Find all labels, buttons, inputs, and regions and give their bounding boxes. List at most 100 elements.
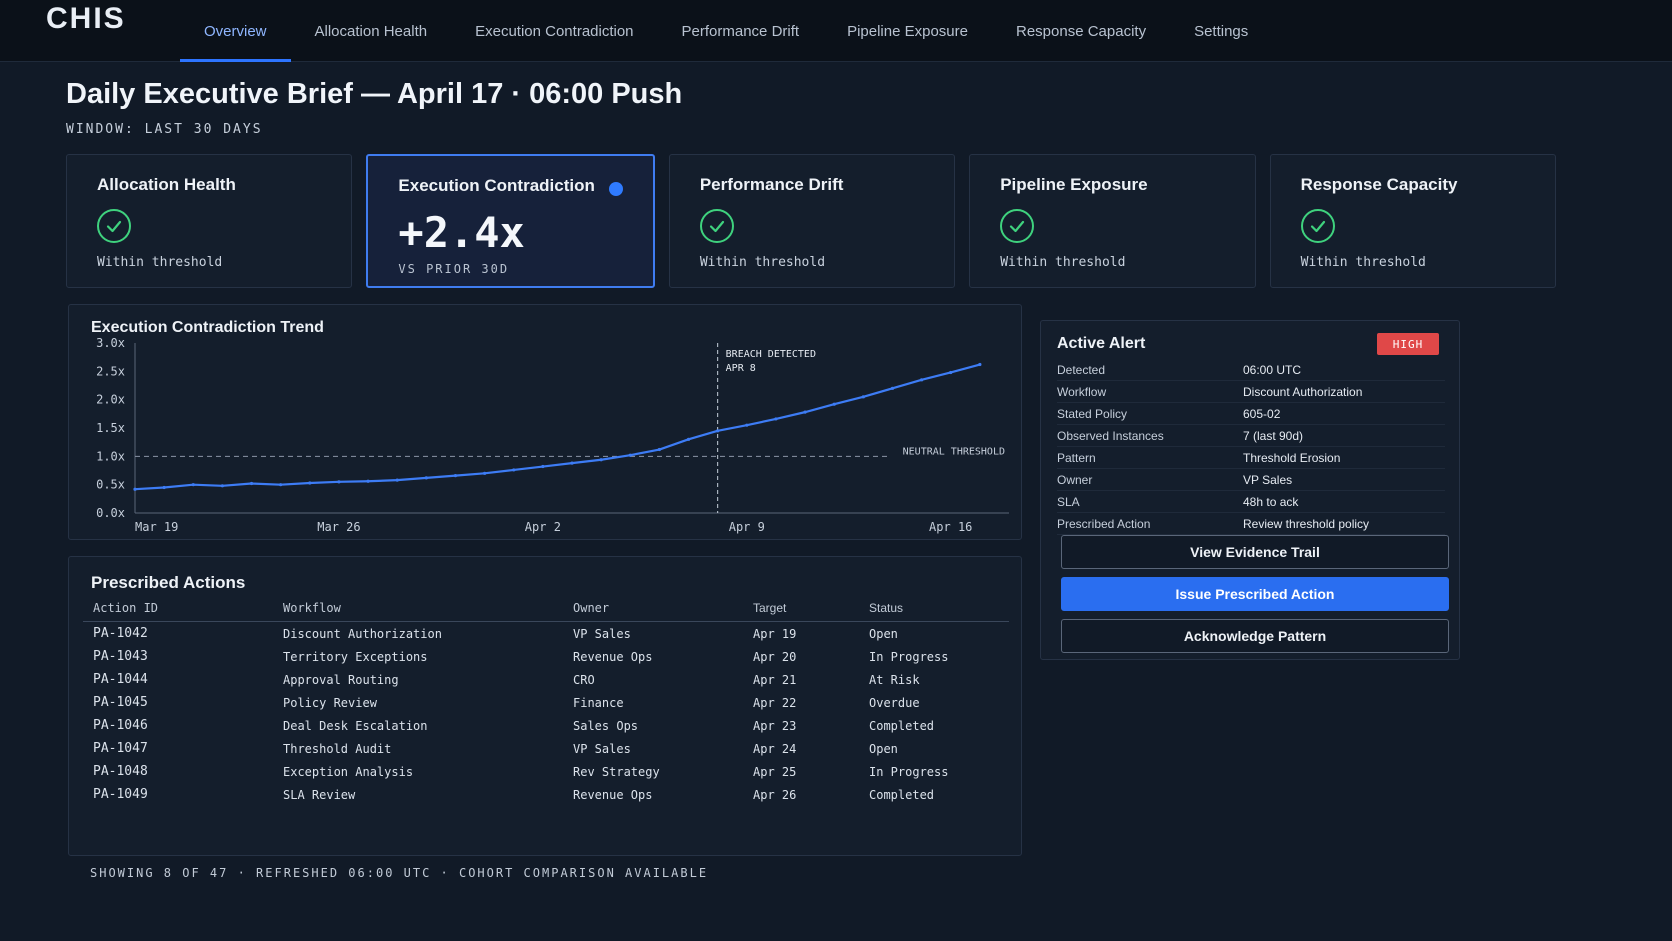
tab-settings[interactable]: Settings — [1194, 22, 1249, 40]
action-id: PA-1043 — [93, 649, 148, 664]
trend-data-point — [162, 485, 166, 490]
threshold-label: NEUTRAL THRESHOLD — [903, 446, 1005, 457]
owner: Revenue Ops — [573, 649, 653, 664]
table-row[interactable]: PA-1045 Policy Review Finance Apr 22 Ove… — [83, 691, 1009, 714]
target: Apr 24 — [753, 741, 797, 756]
trend-data-point — [279, 483, 283, 487]
kpi-value: +2.4x — [398, 208, 525, 257]
table-row[interactable]: PA-1046 Deal Desk Escalation Sales Ops A… — [83, 714, 1009, 737]
tab-overview[interactable]: Overview — [180, 0, 291, 62]
trend-data-point — [832, 402, 836, 406]
target: Apr 23 — [753, 718, 797, 733]
table-row[interactable]: PA-1048 Exception Analysis Rev Strategy … — [83, 760, 1009, 783]
kpi-status: Within threshold — [699, 255, 826, 270]
detail-row-prescribed-action: Prescribed Action Review threshold polic… — [1057, 513, 1445, 535]
action-id: PA-1042 — [93, 626, 148, 641]
workflow: Threshold Audit — [283, 741, 392, 756]
y-tick-label: 2.0x — [96, 393, 125, 407]
acknowledge-pattern-button[interactable]: Acknowledge Pattern — [1061, 619, 1449, 653]
col-target[interactable]: Target — [743, 593, 859, 622]
kpi-card-execution-contradiction[interactable]: Execution Contradiction +2.4x VS PRIOR 3… — [366, 154, 655, 288]
view-evidence-trail-button[interactable]: View Evidence Trail — [1061, 535, 1449, 569]
trend-data-point — [366, 479, 370, 483]
alert-indicator-dot — [608, 182, 623, 196]
trend-data-point — [541, 464, 545, 469]
tab-response-capacity[interactable]: Response Capacity — [1016, 22, 1147, 40]
table-row[interactable]: PA-1043 Territory Exceptions Revenue Ops… — [83, 645, 1009, 668]
page-title: Daily Executive Brief — April 17 · 06:00… — [66, 78, 683, 110]
detail-row-pattern: Pattern Threshold Erosion — [1057, 447, 1445, 469]
issue-prescribed-action-button[interactable]: Issue Prescribed Action — [1061, 577, 1449, 611]
col-workflow[interactable]: Workflow — [273, 593, 563, 622]
table-row[interactable]: PA-1049 SLA Review Revenue Ops Apr 26 Co… — [83, 783, 1009, 806]
detail-value: 605-02 — [1243, 406, 1281, 421]
kpi-card-performance-drift[interactable]: Performance Drift Within threshold — [668, 154, 956, 288]
detail-key: SLA — [1057, 494, 1080, 509]
detail-key: Stated Policy — [1057, 406, 1128, 421]
workflow: Territory Exceptions — [283, 649, 428, 664]
tab-allocation-health[interactable]: Allocation Health — [314, 22, 428, 40]
kpi-card-response-capacity[interactable]: Response Capacity Within threshold — [1269, 154, 1557, 288]
kpi-card-pipeline-exposure[interactable]: Pipeline Exposure Within threshold — [969, 154, 1256, 288]
kpi-status: Within threshold — [1300, 255, 1426, 270]
actions-title: Prescribed Actions — [91, 573, 246, 592]
trend-data-point — [512, 468, 516, 472]
x-tick-label: Apr 16 — [929, 520, 972, 534]
trend-data-point — [337, 480, 341, 484]
detail-value: 7 (last 90d) — [1243, 428, 1304, 443]
col-owner[interactable]: Owner — [563, 593, 743, 622]
table-row[interactable]: PA-1044 Approval Routing CRO Apr 21 At R… — [83, 668, 1009, 691]
owner: CRO — [573, 672, 595, 687]
tab-execution-contradiction[interactable]: Execution Contradiction — [475, 22, 634, 40]
x-tick-label: Mar 26 — [317, 520, 360, 534]
target: Apr 22 — [753, 695, 797, 710]
col-status[interactable]: Status — [859, 593, 1009, 622]
trend-series-line — [134, 363, 981, 491]
trend-data-point — [220, 484, 224, 488]
trend-data-point — [453, 474, 458, 478]
y-tick-label: 3.0x — [96, 336, 125, 350]
detail-key: Pattern — [1057, 450, 1096, 465]
breach-label: BREACH DETECTED — [726, 349, 816, 360]
kpi-row: Allocation Health Within threshold Execu… — [66, 154, 1557, 288]
action-id: PA-1049 — [93, 787, 148, 802]
col-action-id[interactable]: Action ID — [83, 593, 273, 622]
detail-row-stated-policy: Stated Policy 605-02 — [1057, 403, 1445, 425]
table-row[interactable]: PA-1047 Threshold Audit VP Sales Apr 24 … — [83, 737, 1009, 760]
status: Overdue — [869, 695, 920, 710]
trend-data-point — [890, 386, 895, 390]
detail-key: Detected — [1057, 362, 1106, 377]
trend-data-point — [803, 410, 807, 414]
x-tick-label: Apr 9 — [729, 520, 765, 534]
detail-row-owner: Owner VP Sales — [1057, 469, 1445, 491]
status: In Progress — [869, 764, 949, 779]
trend-data-point — [745, 423, 749, 427]
kpi-card-allocation-health[interactable]: Allocation Health Within threshold — [66, 154, 353, 288]
trend-data-point — [308, 481, 312, 485]
nav-tabs: Overview Allocation Health Execution Con… — [180, 0, 1272, 62]
owner: Rev Strategy — [573, 764, 660, 779]
workflow: SLA Review — [283, 787, 356, 802]
main-content: Daily Executive Brief — April 17 · 06:00… — [0, 62, 1672, 941]
detail-row-workflow: Workflow Discount Authorization — [1057, 381, 1445, 403]
y-tick-label: 2.5x — [96, 364, 125, 378]
status: Open — [869, 626, 898, 641]
alert-details: Detected 06:00 UTC Workflow Discount Aut… — [1057, 359, 1445, 535]
tab-performance-drift[interactable]: Performance Drift — [681, 22, 800, 40]
check-circle-icon — [1000, 209, 1035, 243]
table-row[interactable]: PA-1042 Discount Authorization VP Sales … — [83, 622, 1009, 646]
workflow: Discount Authorization — [283, 626, 442, 641]
action-id: PA-1044 — [93, 672, 148, 687]
y-tick-label: 1.5x — [96, 421, 125, 435]
owner: Finance — [573, 695, 624, 710]
kpi-title: Pipeline Exposure — [1000, 175, 1148, 194]
trend-data-point — [628, 453, 632, 457]
breach-date-label: APR 8 — [726, 363, 756, 374]
owner: Revenue Ops — [573, 787, 653, 802]
trend-data-point — [483, 471, 487, 475]
detail-value: Review threshold policy — [1243, 516, 1370, 531]
tab-pipeline-exposure[interactable]: Pipeline Exposure — [847, 22, 968, 40]
status: At Risk — [869, 672, 920, 687]
x-tick-label: Mar 19 — [135, 520, 178, 534]
y-tick-label: 1.0x — [96, 449, 125, 463]
